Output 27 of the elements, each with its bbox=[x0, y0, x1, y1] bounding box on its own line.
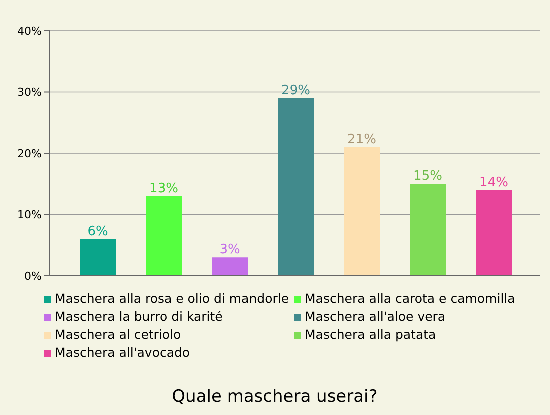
legend-label: Maschera al cetriolo bbox=[55, 327, 182, 342]
data-label: 29% bbox=[282, 83, 310, 98]
y-tick-label: 20% bbox=[18, 147, 42, 160]
legend-label: Maschera all'aloe vera bbox=[305, 309, 446, 324]
legend-label: Maschera la burro di karité bbox=[55, 309, 223, 324]
data-label: 15% bbox=[414, 169, 442, 184]
data-label: 6% bbox=[88, 224, 108, 240]
bar bbox=[410, 184, 446, 276]
bar bbox=[344, 147, 380, 276]
y-tick-label: 10% bbox=[18, 208, 42, 222]
text: Quale maschera userai? bbox=[171, 387, 379, 407]
data-label: 14% bbox=[480, 175, 508, 190]
y-tick-label: 0% bbox=[24, 270, 42, 283]
legend-label: Maschera alla carota e camomilla bbox=[305, 291, 516, 306]
y-tick-label: 40% bbox=[18, 24, 42, 38]
bar bbox=[278, 98, 314, 276]
bar bbox=[146, 196, 182, 276]
legend-label: Maschera alla rosa e olio di mandorle bbox=[55, 291, 290, 306]
bar bbox=[476, 190, 512, 276]
bar bbox=[80, 239, 116, 276]
bar bbox=[212, 258, 248, 276]
data-label: 3% bbox=[220, 242, 240, 258]
data-label: 21% bbox=[348, 132, 376, 148]
legend-label: Maschera alla patata bbox=[305, 327, 436, 342]
data-label: 13% bbox=[150, 181, 178, 196]
legend-label: Maschera all'avocado bbox=[55, 345, 190, 360]
y-tick-label: 30% bbox=[18, 86, 42, 100]
